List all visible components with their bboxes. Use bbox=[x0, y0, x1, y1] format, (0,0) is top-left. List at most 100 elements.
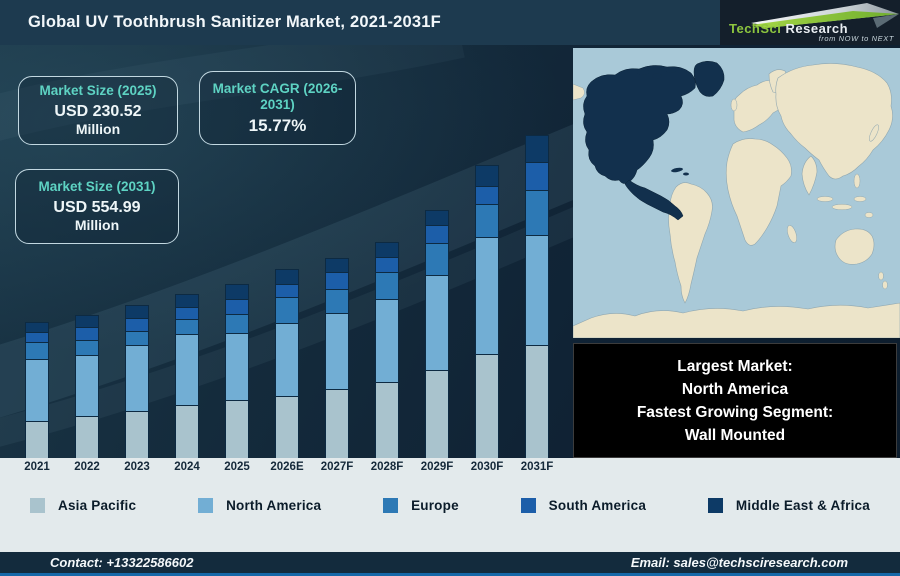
fastest-segment-label: Fastest Growing Segment: bbox=[636, 403, 834, 421]
bar-stack bbox=[75, 315, 99, 458]
legend-item-north-america: North America bbox=[198, 498, 321, 513]
x-tick-label: 2027F bbox=[320, 461, 354, 473]
bar-segment-south-america bbox=[325, 272, 349, 289]
stat-unit: Million bbox=[74, 217, 120, 233]
bar-segment-europe bbox=[275, 297, 299, 323]
bar-segment-north-america bbox=[525, 235, 549, 345]
page-title: Global UV Toothbrush Sanitizer Market, 2… bbox=[28, 13, 441, 31]
bar-stack bbox=[475, 165, 499, 458]
bar-segment-asia-pacific bbox=[425, 370, 449, 458]
x-tick-label: 2023 bbox=[124, 461, 150, 473]
legend-swatch bbox=[198, 498, 214, 513]
bar-segment-south-america bbox=[125, 318, 149, 331]
bar-stack bbox=[425, 210, 449, 458]
bar-segment-south-america bbox=[75, 327, 99, 340]
x-tick-label: 2021 bbox=[24, 461, 50, 473]
bar-stack bbox=[25, 322, 49, 458]
bar-segment-south-america bbox=[525, 162, 549, 190]
x-tick-label: 2029F bbox=[420, 461, 454, 473]
bar-segment-asia-pacific bbox=[75, 416, 99, 458]
stat-value: USD 554.99 bbox=[53, 199, 141, 216]
bar-segment-asia-pacific bbox=[325, 389, 349, 458]
bar-segment-asia-pacific bbox=[275, 396, 299, 458]
x-tick-label: 2024 bbox=[174, 461, 200, 473]
legend-swatch bbox=[707, 498, 723, 513]
bar-segment-south-america bbox=[225, 299, 249, 314]
bar-segment-middle-east-africa bbox=[125, 305, 149, 318]
bar-segment-europe bbox=[375, 272, 399, 299]
legend-swatch bbox=[383, 498, 399, 513]
bar-2025 bbox=[214, 284, 260, 458]
stat-value: USD 230.52 bbox=[54, 103, 142, 120]
bar-segment-north-america bbox=[75, 355, 99, 416]
x-tick-label: 2025 bbox=[224, 461, 250, 473]
logo-arrow-icon bbox=[751, 3, 899, 28]
bar-segment-south-america bbox=[375, 257, 399, 272]
bar-segment-asia-pacific bbox=[125, 411, 149, 458]
bar-2021 bbox=[14, 322, 60, 458]
bar-segment-north-america bbox=[225, 333, 249, 400]
bars-row bbox=[14, 45, 560, 458]
bar-segment-middle-east-africa bbox=[475, 165, 499, 186]
bar-segment-europe bbox=[125, 331, 149, 345]
bar-stack bbox=[175, 294, 199, 458]
bar-segment-asia-pacific bbox=[225, 400, 249, 458]
largest-market-value: North America bbox=[681, 380, 789, 398]
bar-stack bbox=[275, 269, 299, 458]
legend-item-europe: Europe bbox=[383, 498, 459, 513]
bar-segment-asia-pacific bbox=[375, 382, 399, 458]
bar-segment-north-america bbox=[25, 359, 49, 421]
bar-2031F bbox=[514, 135, 560, 458]
bar-2028F bbox=[364, 242, 410, 458]
logo-tagline: from NOW to NEXT bbox=[818, 34, 894, 43]
x-tick-label: 2030F bbox=[470, 461, 504, 473]
largest-market-label: Largest Market: bbox=[677, 357, 793, 375]
legend-swatch bbox=[30, 498, 45, 513]
footer-bar: Contact: +13322586602 Email: sales@techs… bbox=[0, 552, 900, 576]
world-map-svg bbox=[572, 48, 900, 339]
logo-brand-secondary: Research bbox=[785, 21, 849, 36]
bar-segment-north-america bbox=[125, 345, 149, 411]
bar-stack bbox=[225, 284, 249, 458]
x-tick-label: 2031F bbox=[520, 461, 554, 473]
bar-segment-asia-pacific bbox=[475, 354, 499, 458]
world-map bbox=[572, 48, 900, 339]
legend-label: Middle East & Africa bbox=[735, 498, 870, 513]
techsci-logo: TechSci Research from NOW to NEXT bbox=[720, 0, 900, 45]
bar-segment-north-america bbox=[175, 334, 199, 405]
bar-segment-south-america bbox=[425, 225, 449, 243]
bar-segment-north-america bbox=[275, 323, 299, 396]
legend-label: Europe bbox=[411, 498, 459, 513]
bar-2027F bbox=[314, 258, 360, 458]
bar-segment-asia-pacific bbox=[525, 345, 549, 458]
bar-2024 bbox=[164, 294, 210, 458]
x-tick-label: 2028F bbox=[370, 461, 404, 473]
stat-box-market-size-2025: Market Size (2025) USD 230.52 Million bbox=[18, 76, 178, 145]
bar-segment-middle-east-africa bbox=[175, 294, 199, 307]
bar-segment-north-america bbox=[475, 237, 499, 354]
legend-label: North America bbox=[226, 498, 322, 513]
footer-email: Email: sales@techsciresearch.com bbox=[630, 555, 848, 570]
legend-item-middle-east-africa: Middle East & Africa bbox=[707, 498, 870, 513]
bar-segment-middle-east-africa bbox=[425, 210, 449, 225]
bar-segment-europe bbox=[75, 340, 99, 355]
bar-segment-middle-east-africa bbox=[375, 242, 399, 257]
bar-segment-europe bbox=[175, 319, 199, 334]
legend-label: South America bbox=[548, 498, 647, 513]
legend-item-south-america: South America bbox=[520, 498, 647, 513]
bar-segment-middle-east-africa bbox=[275, 269, 299, 284]
bar-segment-middle-east-africa bbox=[325, 258, 349, 272]
stat-label: Market CAGR (2026-2031) bbox=[212, 81, 343, 112]
stat-box-market-cagr: Market CAGR (2026-2031) 15.77% bbox=[199, 71, 356, 145]
bar-segment-south-america bbox=[175, 307, 199, 319]
bar-segment-middle-east-africa bbox=[25, 322, 49, 332]
bar-segment-north-america bbox=[425, 275, 449, 370]
bar-2029F bbox=[414, 210, 460, 458]
stat-box-market-size-2031: Market Size (2031) USD 554.99 Million bbox=[15, 169, 179, 244]
market-highlights-box: Largest Market: North America Fastest Gr… bbox=[573, 343, 897, 458]
logo-wordmark: TechSci Research bbox=[729, 21, 848, 36]
bar-segment-europe bbox=[25, 342, 49, 359]
chart-legend: Asia Pacific North America Europe South Ame… bbox=[0, 498, 900, 513]
legend-item-asia-pacific: Asia Pacific bbox=[30, 498, 136, 513]
bar-stack bbox=[125, 305, 149, 458]
